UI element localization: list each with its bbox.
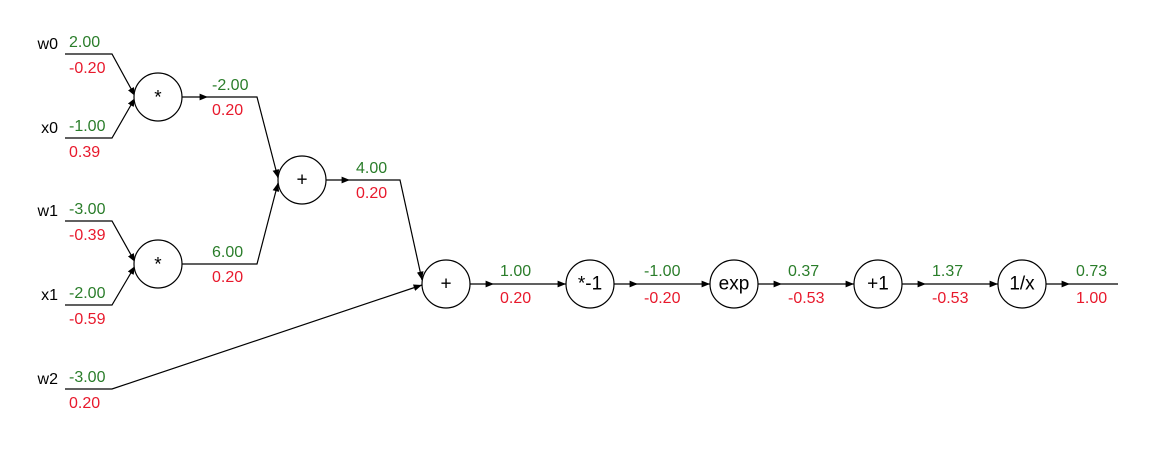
input-value-x0: -1.00 xyxy=(69,118,106,135)
node-exp-grad: -0.53 xyxy=(788,290,825,307)
input-name-x1: x1 xyxy=(41,287,58,304)
input-value-w1: -3.00 xyxy=(69,201,106,218)
node-exp-op: exp xyxy=(719,274,750,295)
node-neg-value: -1.00 xyxy=(644,263,681,280)
edge-w2-add1 xyxy=(65,284,423,390)
input-grad-w2: 0.20 xyxy=(69,395,100,412)
node-mul1-grad: 0.20 xyxy=(212,269,243,286)
input-grad-x1: -0.59 xyxy=(69,311,106,328)
node-add1-op: + xyxy=(440,274,451,295)
node-recip: 1/x xyxy=(997,259,1047,309)
node-neg-circle xyxy=(565,259,615,309)
node-mul1: * xyxy=(133,239,183,289)
node-add1-grad: 0.20 xyxy=(500,290,531,307)
inputs: w0 2.00 -0.20 x0 -1.00 0.39 w1 -3.00 -0.… xyxy=(37,34,106,412)
node-mul1-op: * xyxy=(154,255,162,276)
node-add0-grad: 0.20 xyxy=(356,185,387,202)
edge-w1-mul1 xyxy=(65,220,136,263)
node-mul0-circle xyxy=(133,72,183,122)
edge-mul1-add0 xyxy=(182,182,280,265)
edge-w0-mul0 xyxy=(65,53,136,97)
input-value-x1: -2.00 xyxy=(69,285,106,302)
node-mul0-grad: 0.20 xyxy=(212,102,243,119)
node-exp-circle xyxy=(709,259,759,309)
edge-x0-mul0 xyxy=(65,97,136,139)
node-plus1-grad: -0.53 xyxy=(932,290,969,307)
input-value-w2: -3.00 xyxy=(69,369,106,386)
input-name-w2: w2 xyxy=(37,371,59,388)
node-values: -2.00 0.20 6.00 0.20 4.00 0.20 1.00 0.20… xyxy=(212,77,1107,307)
input-name-x0: x0 xyxy=(41,120,58,137)
input-grad-w1: -0.39 xyxy=(69,227,106,244)
node-plus1: +1 xyxy=(853,259,903,309)
node-mul0-value: -2.00 xyxy=(212,77,249,94)
node-mul1-value: 6.00 xyxy=(212,244,243,261)
node-add1: + xyxy=(421,259,471,309)
node-recip-value: 0.73 xyxy=(1076,263,1107,280)
node-add1-value: 1.00 xyxy=(500,263,531,280)
input-grad-w0: -0.20 xyxy=(69,60,106,77)
node-neg-grad: -0.20 xyxy=(644,290,681,307)
input-grad-x0: 0.39 xyxy=(69,144,100,161)
node-recip-grad: 1.00 xyxy=(1076,290,1107,307)
node-mul0: * xyxy=(133,72,183,122)
input-name-w1: w1 xyxy=(37,203,59,220)
input-name-w0: w0 xyxy=(37,36,59,53)
nodes: * * + + *-1 exp +1 1/x xyxy=(133,72,1047,309)
node-plus1-value: 1.37 xyxy=(932,263,963,280)
edge-x1-mul1 xyxy=(65,265,136,306)
node-mul1-circle xyxy=(133,239,183,289)
node-plus1-op: +1 xyxy=(867,274,889,295)
edges xyxy=(65,53,1118,390)
node-exp: exp xyxy=(709,259,759,309)
input-value-w0: 2.00 xyxy=(69,34,100,51)
node-recip-circle xyxy=(997,259,1047,309)
node-exp-value: 0.37 xyxy=(788,263,819,280)
node-mul0-op: * xyxy=(154,88,162,109)
node-recip-op: 1/x xyxy=(1009,274,1035,295)
node-add1-circle xyxy=(421,259,471,309)
node-add0-value: 4.00 xyxy=(356,160,387,177)
node-plus1-circle xyxy=(853,259,903,309)
edge-add0-add1 xyxy=(350,179,424,281)
node-add0-circle xyxy=(277,155,327,205)
node-add0: + xyxy=(277,155,327,205)
edge-mul0-add0-line xyxy=(208,96,280,179)
node-neg: *-1 xyxy=(565,259,615,309)
node-add0-op: + xyxy=(296,170,307,191)
node-neg-op: *-1 xyxy=(578,274,602,295)
